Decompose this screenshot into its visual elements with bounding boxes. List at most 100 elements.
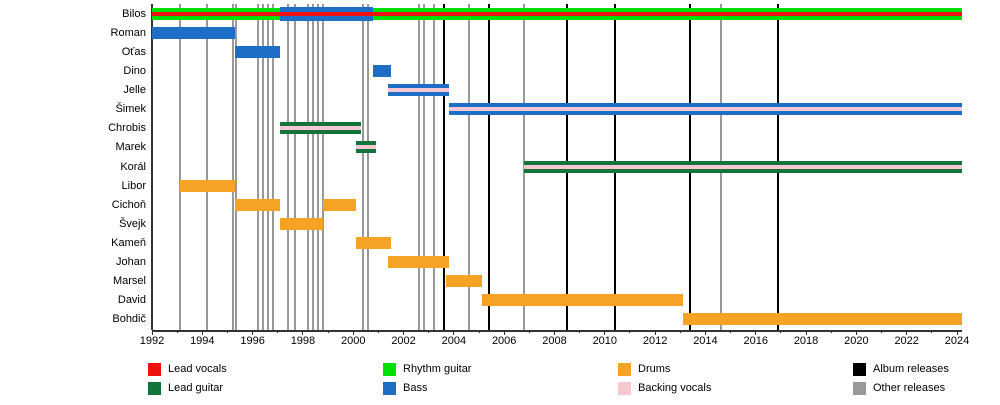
other-release-line (417, 4, 420, 330)
legend-label-bass: Bass (403, 382, 428, 394)
year-label: 2024 (944, 335, 970, 347)
role-stripe-bass (280, 16, 374, 21)
timeline-bar-jelle (388, 84, 449, 97)
album-release-line (488, 4, 491, 330)
member-label-johan: Johan (116, 255, 146, 268)
role-stripe-lead_guitar (280, 130, 361, 135)
axis-tick (704, 330, 706, 335)
axis-tick (554, 330, 555, 335)
legend-label-rhythm_guitar: Rhythm guitar (403, 363, 472, 375)
axis-tick (881, 330, 883, 333)
member-label-chrobis: Chrobis (108, 122, 146, 135)
member-label-cichoň: Cichoň (111, 198, 146, 211)
timeline-bar-marek (355, 141, 376, 154)
year-label: 1996 (240, 335, 265, 347)
legend-swatch-other (853, 382, 866, 395)
timeline-bar-kameň (355, 236, 391, 249)
other-release-line (312, 4, 314, 330)
other-release-line (306, 4, 309, 330)
role-stripe-lead_guitar (524, 168, 963, 173)
legend-label-lead_vocals: Lead vocals (168, 363, 227, 375)
role-stripe-bass (280, 7, 374, 12)
timeline-bar-david (481, 293, 683, 306)
timeline-bar-cichoň (323, 198, 356, 211)
legend-swatch-bass (383, 382, 396, 395)
y-axis-line (151, 4, 153, 330)
legend-swatch-album (853, 363, 866, 376)
role-stripe-lead_vocals (152, 12, 963, 16)
axis-tick (906, 330, 908, 335)
axis-tick (528, 330, 530, 333)
legend-label-drums: Drums (638, 363, 671, 375)
timeline-bar-šimek (448, 103, 963, 116)
year-label: 2004 (441, 335, 467, 347)
year-label: 2018 (793, 335, 819, 347)
member-label-korál: Korál (120, 160, 146, 173)
legend-label-backing_vocals: Backing vocals (638, 382, 712, 394)
other-release-line (294, 4, 297, 330)
timeline-bar-marsel (446, 274, 482, 287)
axis-tick (629, 330, 631, 333)
timeline-bar-chrobis (280, 122, 361, 135)
axis-tick (855, 330, 857, 335)
album-release-line (442, 4, 445, 330)
year-label: 2000 (341, 335, 366, 347)
member-label-bilos: Bilos (122, 8, 146, 20)
year-label: 2016 (743, 335, 768, 347)
role-stripe-lead_guitar (280, 122, 361, 127)
axis-tick (780, 330, 782, 333)
role-stripe-backing_vocals (524, 164, 963, 169)
role-stripe-rhythm_guitar (152, 16, 963, 20)
year-label: 1998 (290, 335, 316, 347)
axis-tick (478, 330, 480, 333)
other-release-line (467, 4, 470, 330)
year-label: 2014 (693, 335, 718, 347)
axis-tick (931, 330, 933, 333)
timeline-bar-oťas (235, 46, 281, 59)
axis-tick (201, 330, 203, 335)
member-label-švejk: Švejk (119, 217, 146, 230)
role-stripe-bass (448, 103, 963, 108)
role-stripe-lead_vocals (280, 12, 374, 16)
timeline-bar-bohdič (682, 313, 963, 326)
axis-tick (428, 330, 430, 333)
member-label-david: David (117, 293, 146, 306)
year-label: 2022 (894, 335, 919, 347)
legend-swatch-backing_vocals (618, 382, 631, 395)
axis-tick (277, 330, 279, 333)
axis-tick (604, 330, 606, 335)
axis-tick (755, 330, 757, 335)
year-label: 1992 (139, 335, 165, 347)
role-stripe-backing_vocals (448, 107, 963, 112)
axis-tick (503, 330, 505, 335)
role-stripe-backing_vocals (355, 145, 376, 150)
axis-tick (176, 330, 178, 333)
role-stripe-bass (448, 111, 963, 116)
member-label-dino: Dino (123, 65, 146, 78)
member-label-kameň: Kameň (111, 236, 146, 249)
timeline-bar-johan (388, 255, 449, 268)
member-label-marek: Marek (115, 141, 146, 154)
axis-tick (805, 330, 807, 335)
axis-tick (956, 330, 958, 335)
year-label: 2002 (391, 335, 416, 347)
member-label-šimek: Šimek (115, 103, 146, 116)
role-stripe-backing_vocals (280, 126, 361, 131)
other-release-line (231, 4, 234, 330)
timeline-bar-korál (524, 160, 963, 173)
role-stripe-backing_vocals (388, 88, 449, 93)
year-label: 2010 (592, 335, 618, 347)
axis-tick (327, 330, 329, 333)
legend-swatch-lead_guitar (148, 382, 161, 395)
other-release-line (362, 4, 365, 330)
axis-tick (151, 330, 153, 335)
other-release-line (206, 4, 209, 330)
year-label: 2006 (491, 335, 517, 347)
role-stripe-bass (388, 84, 449, 89)
axis-tick (679, 330, 681, 333)
year-label: 2008 (542, 335, 567, 347)
other-release-line (422, 4, 425, 330)
legend-label-other: Other releases (873, 382, 946, 394)
other-release-line (317, 4, 320, 330)
axis-tick (352, 330, 354, 335)
